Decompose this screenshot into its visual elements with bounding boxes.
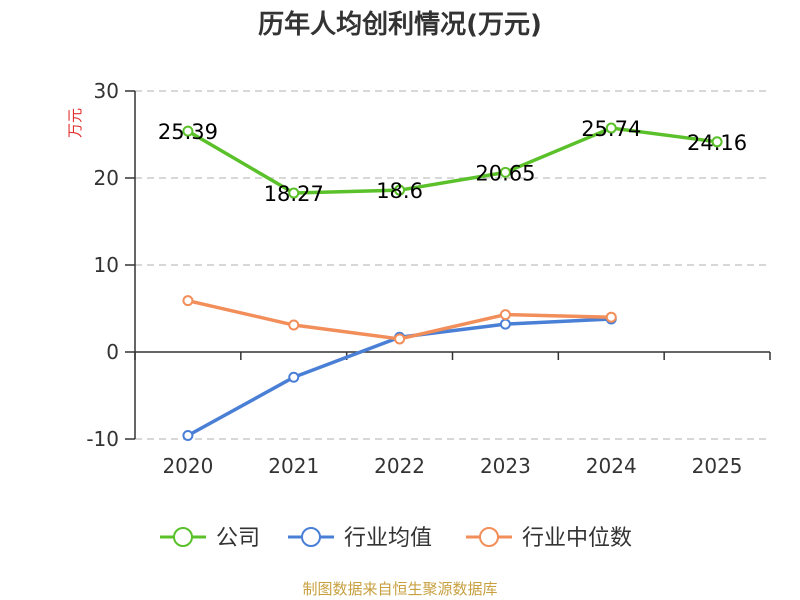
data-point	[288, 187, 300, 199]
series-line	[186, 126, 719, 195]
grid	[135, 90, 770, 440]
data-point	[499, 309, 511, 321]
y-tick-label: -10	[86, 427, 119, 451]
data-label: 25.39	[158, 120, 218, 144]
legend-label: 公司	[216, 526, 260, 551]
legend-marker	[479, 527, 499, 547]
data-label: 18.27	[264, 182, 324, 206]
data-point	[182, 430, 194, 442]
data-point	[605, 311, 617, 323]
y-tick-label: 30	[94, 79, 119, 103]
data-point	[288, 319, 300, 331]
y-axis-label: 万元	[66, 108, 84, 138]
data-point	[499, 166, 511, 178]
data-point	[182, 125, 194, 137]
x-tick-label: 2021	[268, 454, 319, 478]
legend-label: 行业中位数	[522, 526, 632, 551]
x-tick-label: 2025	[692, 454, 743, 478]
data-label: 18.6	[376, 179, 423, 203]
y-tick-label: 0	[106, 340, 119, 364]
data-point	[605, 122, 617, 134]
data-point	[394, 333, 406, 345]
chart-title: 历年人均创利情况(万元)	[258, 9, 542, 40]
data-point	[711, 136, 723, 148]
x-tick-label: 2023	[480, 454, 531, 478]
data-label: 25.74	[581, 117, 641, 141]
x-tick-label: 2022	[374, 454, 425, 478]
legend-marker	[173, 527, 193, 547]
axes: 30 20 10 0 -10 2020 2021 2022 2023 2024 2025	[86, 79, 771, 478]
legend-item[interactable]: 公司	[160, 526, 260, 551]
legend-item[interactable]: 行业均值	[288, 526, 432, 551]
legend-label: 行业均值	[344, 526, 432, 551]
legend-marker	[301, 527, 321, 547]
data-point	[394, 184, 406, 196]
data-point	[288, 371, 300, 383]
x-tick-label: 2024	[586, 454, 637, 478]
data-point	[499, 318, 511, 330]
y-tick-label: 10	[94, 253, 119, 277]
data-label: 24.16	[687, 131, 747, 155]
y-tick-label: 20	[94, 166, 119, 190]
series-layer: 25.39 18.27 18.6 20.65 25.74 24.16	[158, 117, 747, 442]
source-note: 制图数据来自恒生聚源数据库	[302, 580, 497, 598]
data-label: 20.65	[475, 161, 535, 185]
data-point	[182, 295, 194, 307]
legend[interactable]: 公司 行业均值 行业中位数	[160, 526, 632, 551]
x-tick-label: 2020	[162, 454, 213, 478]
legend-item[interactable]: 行业中位数	[466, 526, 632, 551]
